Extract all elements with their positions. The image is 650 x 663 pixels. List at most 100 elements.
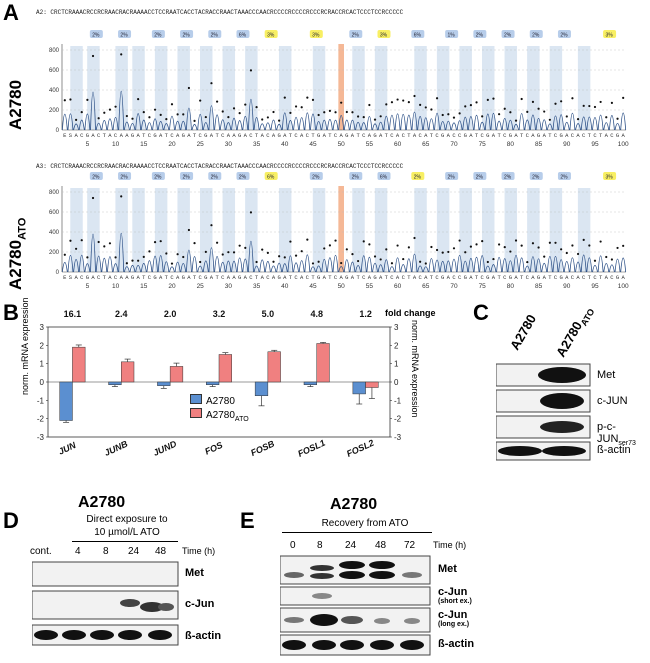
- shade-column: [115, 46, 128, 130]
- peak-dot: [486, 260, 489, 264]
- base-letter: A: [176, 274, 180, 281]
- peak: [507, 119, 514, 131]
- base-letter: C: [266, 132, 270, 139]
- peak-dot: [323, 247, 326, 250]
- peak: [400, 113, 407, 131]
- peak-dot: [531, 100, 535, 103]
- badge: [603, 172, 617, 180]
- c-row-actin: ß-actin: [597, 444, 631, 456]
- base-letter: T: [215, 274, 219, 281]
- panel-d-sub2: 10 µmol/L ATO: [94, 527, 160, 538]
- base-letter: A: [492, 274, 496, 281]
- base-letter: A: [531, 274, 535, 281]
- e-row-cjun-long: c-Jun: [438, 609, 468, 621]
- peak: [169, 266, 175, 273]
- badge: [501, 30, 515, 38]
- peak-dot: [424, 106, 427, 109]
- x-tick-label: 70: [450, 283, 458, 290]
- badge: [118, 172, 132, 180]
- panel-d-blots: [32, 561, 179, 646]
- base-letter: T: [407, 274, 411, 281]
- peak: [569, 257, 576, 273]
- badge-text: 3%: [267, 33, 275, 39]
- peak-dot: [153, 241, 157, 244]
- peak: [479, 255, 486, 273]
- peak: [174, 120, 181, 131]
- peak: [355, 121, 361, 131]
- badge: [557, 172, 571, 180]
- peak: [614, 258, 621, 273]
- base-letter: A: [176, 132, 180, 139]
- d-lane-1: 4: [75, 546, 81, 557]
- base-letter: G: [464, 132, 467, 139]
- peak-dot: [554, 241, 557, 244]
- base-letter: C: [610, 132, 614, 139]
- peak: [298, 117, 305, 131]
- peak-dot: [599, 240, 602, 243]
- shade-column: [222, 188, 236, 272]
- base-letter: T: [588, 132, 592, 139]
- peak: [546, 255, 553, 273]
- peak: [304, 254, 311, 273]
- peak-dot: [503, 246, 506, 249]
- badge-text: 1%: [448, 33, 456, 39]
- peak-dot: [610, 258, 614, 261]
- peak: [214, 255, 220, 273]
- peak-dot: [340, 261, 343, 265]
- peak-dot: [565, 251, 568, 255]
- base-letter: A: [351, 132, 355, 139]
- peak-dot: [80, 239, 83, 242]
- peak-dot: [362, 116, 365, 119]
- peak: [208, 105, 215, 131]
- peak-dot: [328, 244, 331, 247]
- peak-dot: [97, 117, 100, 120]
- shade-column: [436, 46, 450, 130]
- base-letter: T: [588, 274, 592, 281]
- peak-dot: [514, 239, 518, 242]
- peak-dot: [385, 103, 388, 106]
- peak-dot: [170, 103, 174, 106]
- peak-dot: [210, 82, 213, 85]
- peak: [422, 266, 429, 273]
- peak-dot: [605, 255, 608, 259]
- peak-dot: [351, 253, 354, 256]
- base-letter: G: [153, 274, 156, 281]
- peak: [484, 265, 491, 273]
- peak: [95, 255, 102, 273]
- base-letter: G: [277, 132, 280, 139]
- fold-change-value: 5.0: [262, 309, 275, 319]
- base-letter: C: [294, 274, 298, 281]
- peak-dot: [571, 97, 574, 100]
- base-letter: A: [368, 132, 372, 139]
- peak-dot: [430, 108, 433, 111]
- base-letter: A: [340, 132, 344, 139]
- highlight-position-50: [338, 44, 344, 130]
- peak-dot: [390, 262, 394, 265]
- base-letter: A: [605, 132, 609, 139]
- category-label: JUN: [57, 440, 78, 457]
- y-tick-label: 200: [49, 108, 60, 114]
- badge: [473, 30, 487, 38]
- peak-dot: [108, 108, 112, 111]
- shade-column: [352, 46, 365, 130]
- peak: [366, 116, 373, 131]
- base-letter: A: [283, 274, 287, 281]
- badge-text: 3%: [312, 33, 320, 39]
- peak: [293, 262, 299, 273]
- peak: [84, 113, 91, 131]
- base-letter: C: [554, 132, 558, 139]
- peak: [123, 266, 130, 273]
- panel-c-label: C: [473, 300, 489, 325]
- bar: [316, 343, 330, 383]
- peak-dot: [278, 119, 281, 122]
- base-letter: T: [289, 274, 293, 281]
- c-row-pcjun: p-c-JUNser73: [597, 421, 636, 448]
- peak-dot: [373, 255, 377, 258]
- base-letter: A: [413, 274, 417, 281]
- shade-column: [577, 46, 591, 130]
- peak-dot: [125, 262, 128, 265]
- peak-dot: [599, 100, 602, 104]
- peak: [484, 113, 491, 131]
- shade-column: [177, 188, 190, 272]
- base-letter: C: [481, 274, 485, 281]
